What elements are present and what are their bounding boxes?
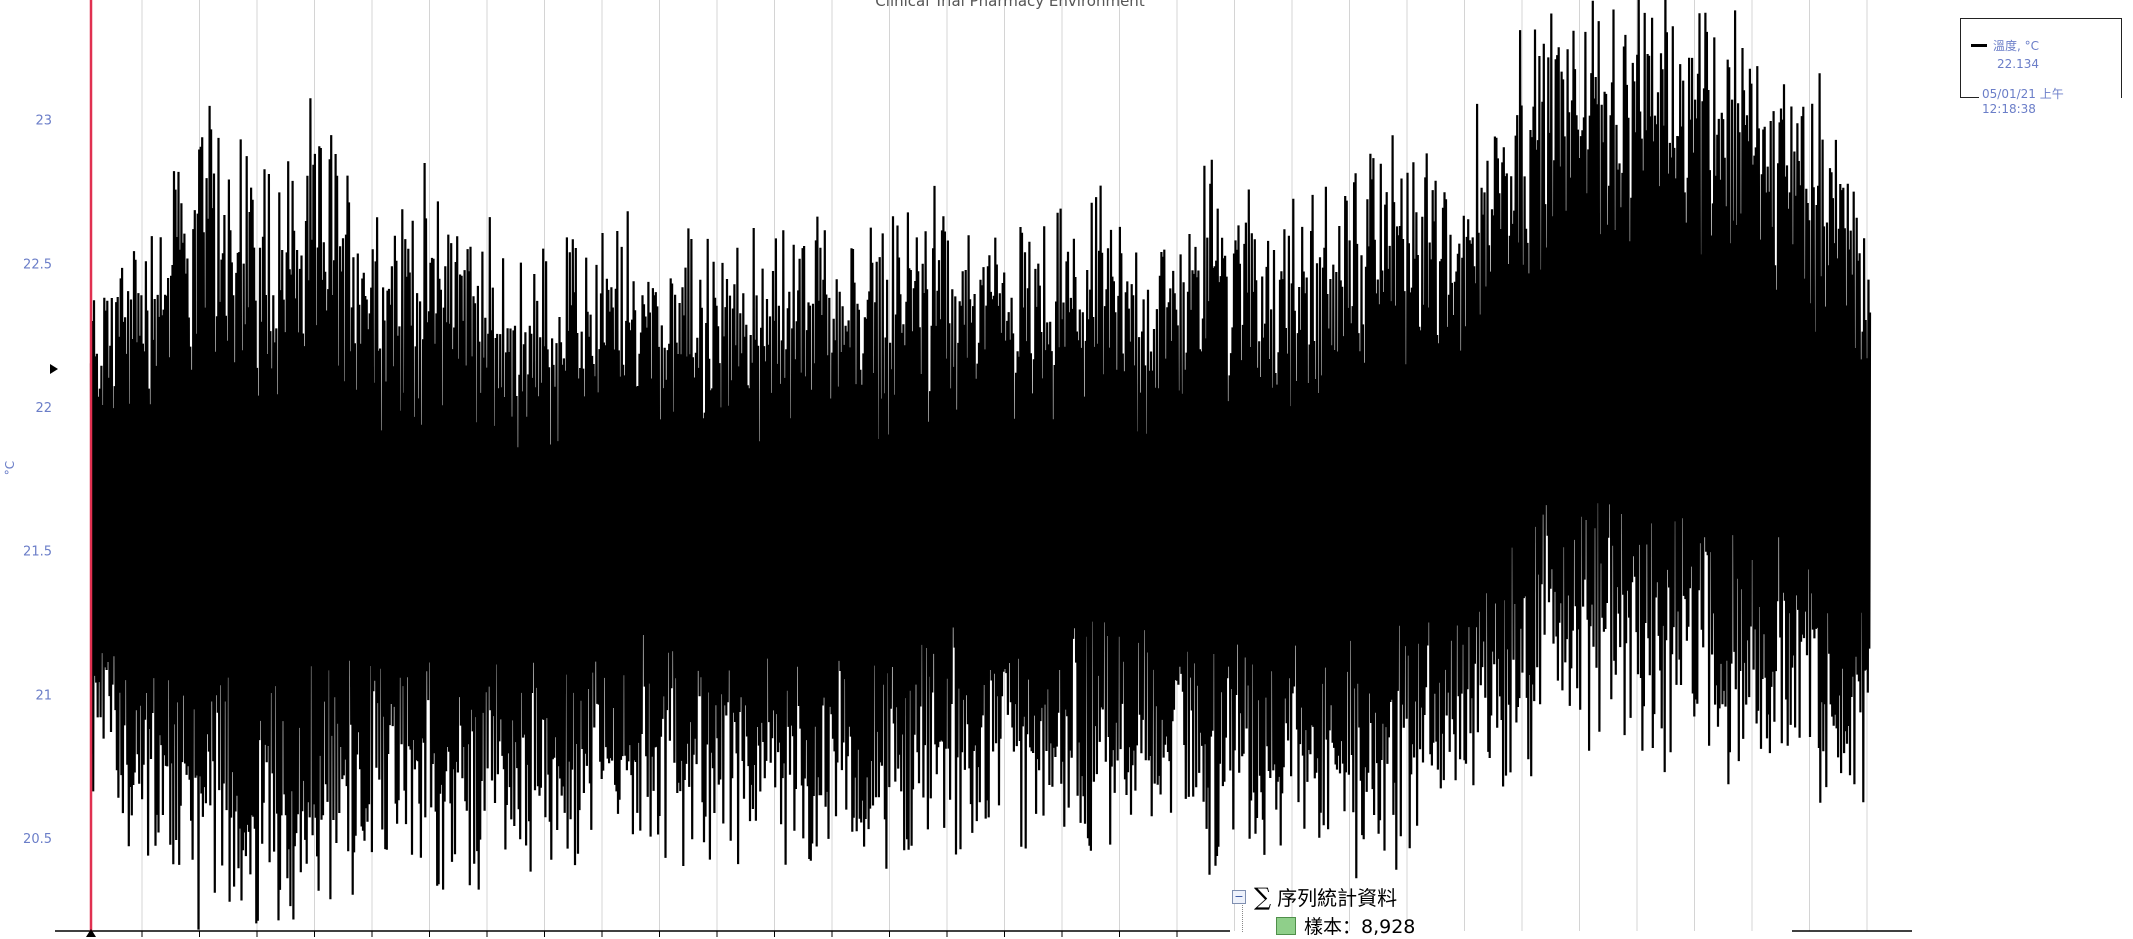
- y-tick-label: 20.5: [23, 832, 52, 847]
- legend-cursor-time: 05/01/21 上午 12:18:38: [1979, 85, 2121, 116]
- y-axis-label: °C: [3, 461, 17, 475]
- stats-sample-count: 樣本：8,928: [1304, 916, 1416, 938]
- collapse-icon[interactable]: −: [1232, 889, 1246, 904]
- cursor-marker-icon[interactable]: [86, 929, 96, 937]
- stats-title: 序列統計資料: [1277, 886, 1398, 910]
- tree-connector: [1242, 898, 1243, 932]
- legend: 溫度, °C 22.134 05/01/21 上午 12:18:38: [1960, 18, 2122, 116]
- series-statistics-panel: − ∑ 序列統計資料 樣本：8,928: [1232, 872, 1452, 939]
- legend-current-value: 22.134: [1997, 57, 2039, 71]
- legend-swatch: [1971, 44, 1987, 47]
- y-tick-label: 21: [35, 688, 52, 703]
- sample-icon: [1276, 916, 1296, 935]
- series-line: [89, 0, 1872, 930]
- chart-title: Clinical Trial Pharmacy Environment: [875, 0, 1145, 10]
- stats-header[interactable]: − ∑ 序列統計資料: [1232, 882, 1397, 911]
- sigma-icon: ∑: [1254, 882, 1272, 911]
- y-tick-label: 22.5: [23, 257, 52, 272]
- stats-sample-row[interactable]: 樣本：8,928: [1276, 912, 1415, 939]
- y-cursor-marker-icon[interactable]: [50, 364, 58, 374]
- y-tick-label: 22: [35, 401, 52, 416]
- y-tick-label: 23: [35, 114, 52, 129]
- x-axis-ticks: [141, 931, 1178, 937]
- series-temperature: [89, 0, 1872, 930]
- y-tick-labels: 23 22.5 22 21.5 21 20.5: [23, 114, 52, 847]
- legend-item: 溫度, °C: [1971, 37, 2039, 54]
- legend-series-label: 溫度, °C: [1993, 39, 2040, 53]
- y-tick-label: 21.5: [23, 545, 52, 560]
